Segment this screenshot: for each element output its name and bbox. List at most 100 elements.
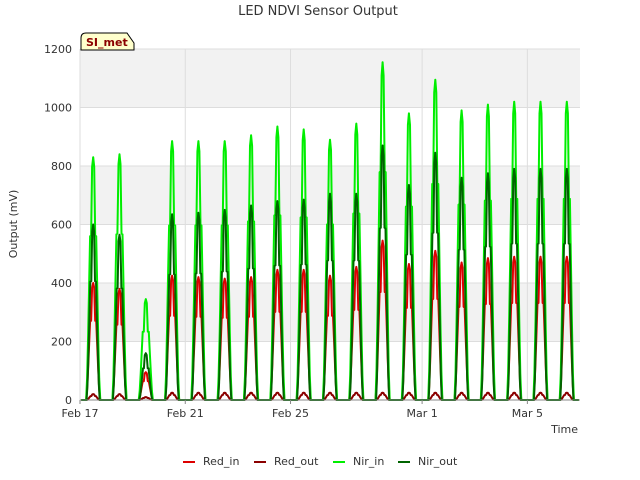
chart-title: LED NDVI Sensor Output <box>238 4 398 19</box>
series-point-Red_out <box>329 391 331 394</box>
series-point-Nir_in <box>118 153 121 156</box>
x-tick-label: Mar 1 <box>406 407 437 420</box>
site-badge-shape <box>80 32 135 51</box>
series-point-Red_out <box>118 393 121 395</box>
series-point-Nir_in <box>460 109 463 112</box>
series-point-Red_in <box>513 255 516 258</box>
series-point-Red_out <box>513 391 516 394</box>
series-point-Red_in <box>408 263 410 265</box>
site-badge: SI_met <box>80 32 135 51</box>
series-point-Nir_out <box>355 192 358 195</box>
series-point-Red_out <box>460 391 463 394</box>
series-point-Nir_in <box>302 128 305 131</box>
series-point-Nir_in <box>329 138 331 141</box>
series-point-Red_out <box>144 396 147 398</box>
series-point-Nir_in <box>434 78 437 81</box>
series-point-Nir_out <box>171 213 173 216</box>
series-point-Red_out <box>250 391 252 394</box>
series-point-Nir_out <box>302 198 305 201</box>
series-point-Red_out <box>355 391 358 394</box>
series-point-Nir_in <box>197 140 200 142</box>
x-tick-labels: Feb 17 Feb 21 Feb 25 Mar 1 Mar 5 <box>62 400 543 420</box>
series-point-Nir_in <box>566 100 568 103</box>
legend: Red_in Red_out Nir_in Nir_out <box>183 455 458 468</box>
series-point-Nir_in <box>381 61 384 63</box>
series-point-Nir_out <box>197 212 200 214</box>
series-point-Nir_in <box>513 100 516 103</box>
series-point-Red_in <box>171 274 173 277</box>
series-point-Red_in <box>144 371 147 374</box>
plot-band <box>80 49 580 108</box>
y-tick-labels: 0 200 400 600 800 1000 1200 <box>44 43 72 407</box>
series-point-Red_out <box>302 391 305 394</box>
series-point-Nir_out <box>144 352 147 355</box>
series-point-Red_in <box>355 266 358 268</box>
series-point-Red_out <box>276 391 279 394</box>
series-point-Red_in <box>539 255 542 258</box>
series-point-Nir_out <box>460 176 463 179</box>
series-point-Nir_in <box>144 298 147 300</box>
series-point-Nir_in <box>171 140 173 142</box>
legend-label-Nir_out: Nir_out <box>418 455 458 468</box>
series-point-Nir_out <box>539 168 542 170</box>
series-point-Red_in <box>276 269 279 271</box>
y-tick-label: 200 <box>51 336 72 349</box>
series-point-Nir_out <box>408 184 410 186</box>
series-point-Nir_out <box>513 168 516 170</box>
legend-label-Nir_in: Nir_in <box>353 455 384 468</box>
series-point-Nir_out <box>329 192 331 195</box>
series-point-Nir_out <box>276 200 279 202</box>
series-point-Nir_out <box>381 144 384 147</box>
series-point-Red_out <box>408 391 410 394</box>
series-point-Red_in <box>434 250 437 252</box>
series-point-Nir_in <box>276 125 279 128</box>
x-axis-label: Time <box>550 423 578 436</box>
y-tick-label: 400 <box>51 277 72 290</box>
series-point-Nir_in <box>92 156 94 159</box>
legend-label-Red_in: Red_in <box>203 455 239 468</box>
x-tick-label: Feb 17 <box>62 407 99 420</box>
series-point-Red_out <box>197 391 200 394</box>
series-point-Nir_out <box>118 233 121 236</box>
series-point-Nir_out <box>250 204 252 207</box>
series-point-Red_out <box>487 391 489 394</box>
y-tick-label: 0 <box>65 394 72 407</box>
series-point-Red_in <box>250 276 252 278</box>
series-point-Red_out <box>381 391 384 394</box>
y-tick-label: 1000 <box>44 102 72 115</box>
series-point-Red_out <box>434 391 437 394</box>
y-tick-label: 1200 <box>44 43 72 56</box>
series-point-Nir_out <box>223 209 226 211</box>
series-point-Nir_in <box>250 134 252 137</box>
y-axis-label: Output (mV) <box>7 190 20 259</box>
x-tick-label: Mar 5 <box>512 407 543 420</box>
y-tick-label: 800 <box>51 160 72 173</box>
plot-band <box>80 283 580 342</box>
site-badge-label: SI_met <box>86 36 128 49</box>
series-point-Nir_out <box>566 168 568 170</box>
series-point-Nir_in <box>487 103 489 106</box>
series-point-Red_in <box>223 277 226 280</box>
x-tick-label: Feb 21 <box>167 407 204 420</box>
y-tick-label: 600 <box>51 219 72 232</box>
series-point-Red_in <box>92 282 94 284</box>
series-point-Red_out <box>539 391 542 394</box>
series-point-Red_in <box>302 269 305 271</box>
series-point-Nir_in <box>355 122 358 125</box>
series-point-Red_in <box>566 255 568 258</box>
series-point-Red_in <box>329 274 331 277</box>
series-point-Red_in <box>460 261 463 264</box>
series-point-Nir_out <box>92 223 94 226</box>
series-point-Red_out <box>171 391 173 394</box>
series-layer <box>81 61 579 401</box>
series-point-Red_out <box>223 391 226 394</box>
series-point-Red_in <box>381 239 384 242</box>
series-point-Nir_out <box>434 152 437 154</box>
series-point-Red_in <box>118 288 121 290</box>
series-point-Red_out <box>92 393 94 395</box>
series-point-Red_in <box>197 276 200 278</box>
series-point-Nir_out <box>487 172 489 175</box>
series-point-Red_in <box>487 257 489 259</box>
series-point-Nir_in <box>408 112 410 115</box>
